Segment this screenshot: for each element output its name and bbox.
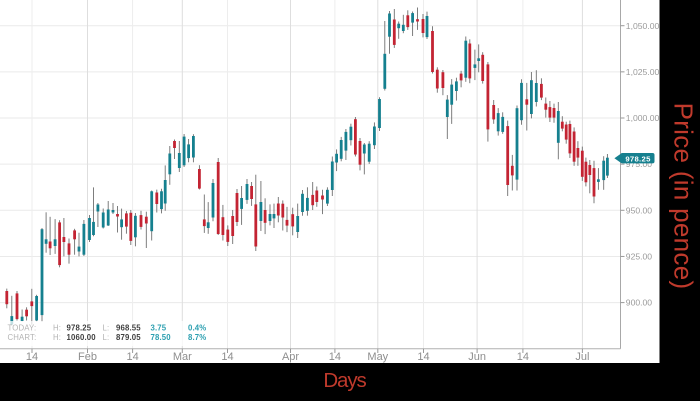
svg-text:H:: H: [53,323,61,332]
svg-text:14: 14 [329,351,341,363]
svg-text:14: 14 [221,351,233,363]
svg-text:14: 14 [126,351,138,363]
svg-text:TODAY:: TODAY: [8,323,37,332]
svg-text:Days: Days [323,369,366,392]
svg-text:14: 14 [417,351,429,363]
svg-text:Apr: Apr [282,351,299,363]
svg-text:L:: L: [103,323,110,332]
svg-text:Price (in pence): Price (in pence) [669,103,699,290]
svg-text:978.25: 978.25 [67,323,92,332]
svg-text:978.25: 978.25 [625,154,651,163]
svg-text:1,050.00: 1,050.00 [626,21,660,31]
svg-text:925.00: 925.00 [626,252,653,262]
svg-text:879.05: 879.05 [116,333,141,342]
svg-text:H:: H: [53,333,61,342]
svg-text:14: 14 [517,351,529,363]
svg-text:900.00: 900.00 [626,298,653,308]
svg-text:Jun: Jun [468,351,486,363]
svg-text:1060.00: 1060.00 [67,333,97,342]
svg-text:1,025.00: 1,025.00 [626,67,660,77]
svg-text:3.75: 3.75 [151,323,167,332]
svg-text:8.7%: 8.7% [188,333,206,342]
svg-text:975.00: 975.00 [626,159,653,169]
svg-text:950.00: 950.00 [626,205,653,215]
svg-text:May: May [367,351,388,363]
svg-text:CHART:: CHART: [8,333,37,342]
svg-text:0.4%: 0.4% [188,323,206,332]
svg-text:14: 14 [26,351,38,363]
svg-text:L:: L: [103,333,110,342]
svg-text:78.50: 78.50 [151,333,172,342]
svg-text:968.55: 968.55 [116,323,141,332]
svg-text:Jul: Jul [575,351,589,363]
svg-text:Feb: Feb [78,351,97,363]
svg-text:Mar: Mar [173,351,192,363]
svg-text:1,000.00: 1,000.00 [626,113,660,123]
